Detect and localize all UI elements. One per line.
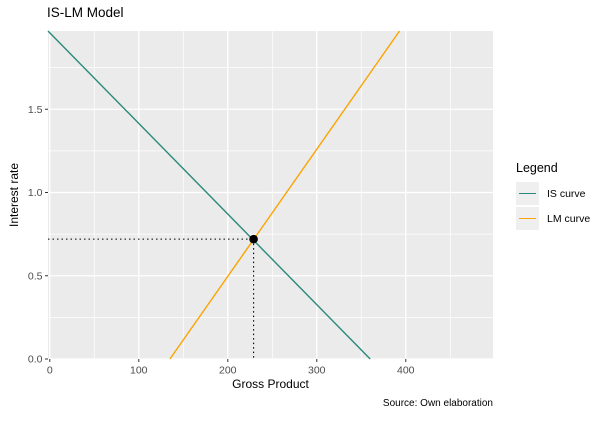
legend-entry-label: IS curve — [547, 187, 586, 200]
x-tick-label: 200 — [219, 365, 237, 377]
x-axis-title: Gross Product — [232, 377, 309, 391]
y-tick-label: 0.0 — [28, 354, 43, 366]
legend: Legend IS curve LM curve — [516, 161, 590, 232]
legend-title: Legend — [516, 161, 558, 175]
legend-line-swatch — [519, 218, 536, 219]
lm-curve-line — [169, 30, 401, 360]
y-tick-label: 1.0 — [28, 187, 43, 199]
x-tick-label: 100 — [130, 365, 148, 377]
legend-entries: IS curve LM curve — [516, 182, 590, 230]
x-tick-label: 400 — [397, 365, 415, 377]
y-tick-label: 1.5 — [28, 104, 43, 116]
legend-entry-label: LM curve — [547, 212, 591, 225]
source-caption: Source: Own elaboration — [382, 398, 493, 409]
equilibrium-point — [249, 234, 258, 244]
legend-entry: IS curve — [516, 182, 590, 205]
x-tick-label: 300 — [308, 365, 326, 377]
legend-line-swatch — [519, 193, 536, 194]
legend-key — [516, 182, 539, 205]
chart-title: IS-LM Model — [47, 5, 124, 20]
y-tick-label: 0.5 — [28, 270, 43, 282]
legend-entry: LM curve — [516, 207, 590, 230]
legend-key — [516, 207, 539, 230]
x-tick-label: 0 — [47, 365, 53, 377]
panel-background — [48, 31, 493, 359]
is-curve-line — [47, 30, 371, 360]
